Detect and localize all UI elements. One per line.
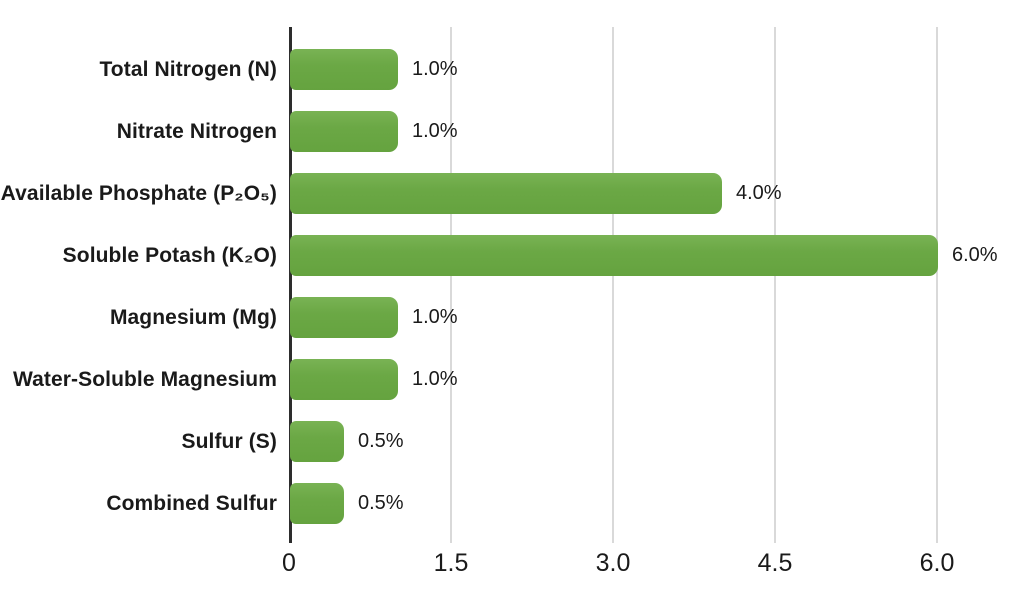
bar-row: Combined Sulfur 0.5% — [0, 483, 1024, 524]
bar-row: Soluble Potash (K₂O) 6.0% — [0, 235, 1024, 276]
bar — [290, 421, 344, 462]
value-label: 6.0% — [952, 244, 998, 266]
category-label: Nitrate Nitrogen — [116, 119, 277, 143]
bar-row: Total Nitrogen (N) 1.0% — [0, 49, 1024, 90]
category-label: Combined Sulfur — [106, 491, 277, 515]
value-label: 0.5% — [358, 430, 404, 452]
category-label: Water-Soluble Magnesium — [12, 367, 277, 391]
gridline — [774, 27, 776, 543]
bar-row: Available Phosphate (P₂O₅) 4.0% — [0, 173, 1024, 214]
bar-row: Water-Soluble Magnesium 1.0% — [0, 359, 1024, 400]
bar-row: Nitrate Nitrogen 1.0% — [0, 111, 1024, 152]
category-label: Total Nitrogen (N) — [99, 57, 277, 81]
x-tick-label: 4.5 — [757, 549, 793, 577]
x-tick-label: 1.5 — [433, 549, 469, 577]
x-tick-label: 3.0 — [595, 549, 631, 577]
value-label: 1.0% — [412, 306, 458, 328]
y-axis-line — [289, 27, 292, 543]
gridline — [612, 27, 614, 543]
value-label: 1.0% — [412, 120, 458, 142]
bar-row: Magnesium (Mg) 1.0% — [0, 297, 1024, 338]
category-label: Magnesium (Mg) — [109, 305, 277, 329]
bar — [290, 111, 398, 152]
x-tick-label: 6.0 — [919, 549, 955, 577]
value-label: 0.5% — [358, 492, 404, 514]
bar — [290, 297, 398, 338]
category-label: Sulfur (S) — [181, 429, 277, 453]
bar — [290, 359, 398, 400]
category-label: Available Phosphate (P₂O₅) — [0, 181, 277, 205]
value-label: 1.0% — [412, 58, 458, 80]
bar — [290, 483, 344, 524]
value-label: 1.0% — [412, 368, 458, 390]
value-label: 4.0% — [736, 182, 782, 204]
category-label: Soluble Potash (K₂O) — [62, 243, 277, 267]
bar — [290, 49, 398, 90]
x-tick-label: 0 — [282, 549, 296, 577]
bar — [290, 173, 722, 214]
gridline — [936, 27, 938, 543]
bar-row: Sulfur (S) 0.5% — [0, 421, 1024, 462]
bar — [290, 235, 938, 276]
gridline — [450, 27, 452, 543]
